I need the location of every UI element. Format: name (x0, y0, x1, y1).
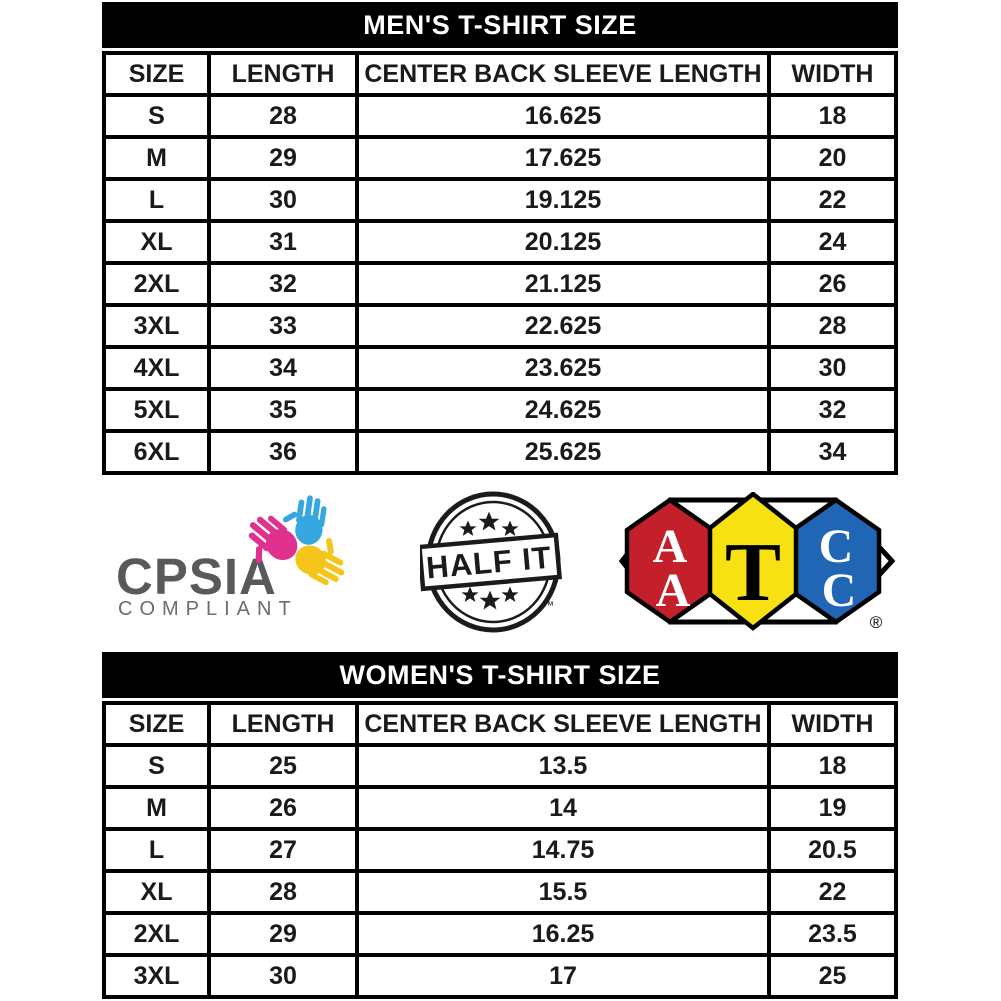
womens-table-title: WOMEN'S T-SHIRT SIZE (102, 652, 898, 698)
table-cell: 24 (771, 223, 894, 261)
table-cell: 23.625 (359, 349, 767, 387)
table-cell: 18 (771, 747, 894, 785)
table-cell: 27 (211, 831, 355, 869)
aatcc-logo-icon: A A T C C ® (618, 491, 896, 632)
size-cell: L (106, 181, 207, 219)
half-it-stamp-badge: HALF IT ™ (416, 490, 572, 647)
table-cell: 32 (771, 391, 894, 429)
table-cell: 26 (771, 265, 894, 303)
aatcc-letter-c2: C (822, 564, 857, 617)
cpsia-subtitle: COMPLIANT (118, 598, 298, 620)
aatcc-logo-badge: A A T C C ® (614, 491, 896, 639)
pink-hand-icon (233, 508, 305, 579)
womens-table-grid: SIZE LENGTH CENTER BACK SLEEVE LENGTH WIDTH… (102, 701, 898, 999)
table-cell: 31 (211, 223, 355, 261)
column-header: SIZE (106, 705, 207, 743)
table-cell: 22.625 (359, 307, 767, 345)
table-cell: 20.5 (771, 831, 894, 869)
table-cell: 35 (211, 391, 355, 429)
mens-size-table: MEN'S T-SHIRT SIZE SIZE LENGTH CENTER BACK… (102, 2, 898, 475)
table-cell: 25.625 (359, 433, 767, 471)
table-cell: 20.125 (359, 223, 767, 261)
table-cell: 18 (771, 97, 894, 135)
size-cell: L (106, 831, 207, 869)
column-header: CENTER BACK SLEEVE LENGTH (359, 705, 767, 743)
registered-symbol: ® (870, 613, 883, 632)
table-cell: 14 (359, 789, 767, 827)
table-cell: 25 (771, 957, 894, 995)
size-cell: 6XL (106, 433, 207, 471)
table-cell: 30 (211, 181, 355, 219)
table-cell: 23.5 (771, 915, 894, 953)
table-cell: 29 (211, 915, 355, 953)
table-cell: 34 (211, 349, 355, 387)
size-cell: XL (106, 223, 207, 261)
size-cell: M (106, 139, 207, 177)
half-it-stamp-icon: HALF IT ™ (416, 491, 563, 633)
table-cell: 28 (771, 307, 894, 345)
cpsia-title: CPSIA (116, 548, 277, 605)
size-cell: 5XL (106, 391, 207, 429)
table-cell: 16.625 (359, 97, 767, 135)
mens-table-title: MEN'S T-SHIRT SIZE (102, 2, 898, 48)
table-cell: 15.5 (359, 873, 767, 911)
table-cell: 22 (771, 181, 894, 219)
size-cell: 2XL (106, 915, 207, 953)
table-cell: 13.5 (359, 747, 767, 785)
cpsia-compliant-badge: CPSIA COMPLIANT (112, 491, 372, 634)
column-header: CENTER BACK SLEEVE LENGTH (359, 55, 767, 93)
table-cell: 29 (211, 139, 355, 177)
table-cell: 20 (771, 139, 894, 177)
table-cell: 16.25 (359, 915, 767, 953)
aatcc-letter-t: T (725, 526, 781, 619)
table-cell: 33 (211, 307, 355, 345)
trademark-symbol: ™ (543, 600, 554, 612)
size-cell: 3XL (106, 307, 207, 345)
aatcc-letter-a1: A (653, 520, 688, 573)
size-cell: 2XL (106, 265, 207, 303)
table-cell: 30 (211, 957, 355, 995)
mens-table-grid: SIZE LENGTH CENTER BACK SLEEVE LENGTH WIDTH… (102, 51, 898, 475)
table-cell: 36 (211, 433, 355, 471)
size-cell: S (106, 97, 207, 135)
table-cell: 30 (771, 349, 894, 387)
handprints-icon (233, 491, 357, 591)
stamp-label-box: HALF IT (416, 532, 563, 592)
table-cell: 17 (359, 957, 767, 995)
womens-size-table: WOMEN'S T-SHIRT SIZE SIZE LENGTH CENTER BA… (102, 652, 898, 999)
table-cell: 34 (771, 433, 894, 471)
size-cell: 4XL (106, 349, 207, 387)
column-header: SIZE (106, 55, 207, 93)
size-cell: S (106, 747, 207, 785)
table-cell: 17.625 (359, 139, 767, 177)
aatcc-yellow-hexagon (707, 491, 799, 631)
aatcc-letter-c1: C (819, 520, 854, 573)
table-cell: 22 (771, 873, 894, 911)
table-cell: 19 (771, 789, 894, 827)
size-cell: M (106, 789, 207, 827)
table-cell: 32 (211, 265, 355, 303)
table-cell: 24.625 (359, 391, 767, 429)
column-header: LENGTH (211, 705, 355, 743)
table-cell: 25 (211, 747, 355, 785)
column-header: WIDTH (771, 705, 894, 743)
column-header: LENGTH (211, 55, 355, 93)
size-cell: XL (106, 873, 207, 911)
table-cell: 28 (211, 873, 355, 911)
table-cell: 26 (211, 789, 355, 827)
column-header: WIDTH (771, 55, 894, 93)
table-cell: 19.125 (359, 181, 767, 219)
table-cell: 21.125 (359, 265, 767, 303)
aatcc-letter-a2: A (656, 564, 691, 617)
table-cell: 14.75 (359, 831, 767, 869)
size-cell: 3XL (106, 957, 207, 995)
table-cell: 28 (211, 97, 355, 135)
